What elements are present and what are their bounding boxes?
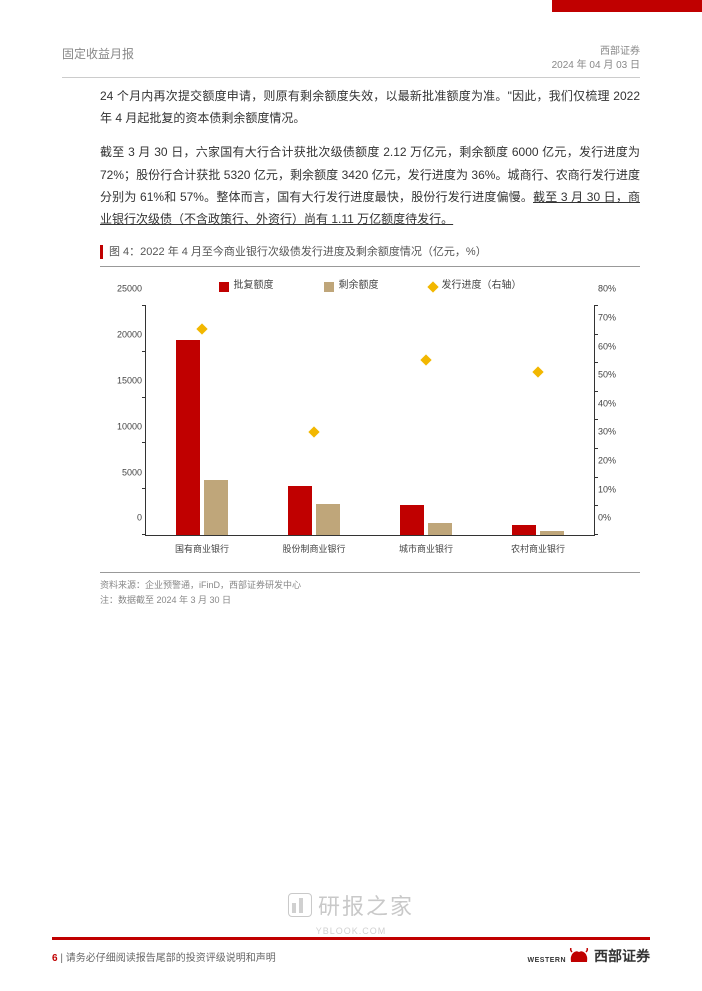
chart-title: 图 4：2022 年 4 月至今商业银行次级债发行进度及剩余额度情况（亿元，%） bbox=[109, 242, 487, 262]
y-right-tick bbox=[594, 305, 598, 306]
logo-chinese: 西部证券 bbox=[594, 946, 650, 966]
y-right-tick bbox=[594, 419, 598, 420]
header-company: 西部证券 bbox=[552, 45, 640, 59]
bar-approved bbox=[176, 340, 200, 535]
chart-title-underline bbox=[100, 266, 640, 267]
watermark-text: 研报之家 bbox=[318, 889, 414, 921]
x-axis-label: 股份制商业银行 bbox=[258, 541, 370, 558]
chart-note: 注：数据截至 2024 年 3 月 30 日 bbox=[100, 593, 640, 607]
main-content: 24 个月内再次提交额度申请，则原有剩余额度失效，以最新批准额度为准。"因此，我… bbox=[100, 85, 640, 607]
y-right-tick bbox=[594, 534, 598, 535]
y-right-tick bbox=[594, 477, 598, 478]
point-progress bbox=[308, 426, 319, 437]
bar-approved bbox=[512, 525, 536, 535]
header-meta: 西部证券 2024 年 04 月 03 日 bbox=[552, 45, 640, 73]
chart-legend: 批复额度 剩余额度 发行进度（右轴） bbox=[145, 277, 595, 296]
page-header: 固定收益月报 西部证券 2024 年 04 月 03 日 bbox=[62, 45, 640, 78]
watermark-sub: YBLOOK.COM bbox=[316, 926, 387, 936]
legend-diamond-progress bbox=[427, 281, 438, 292]
bar-approved bbox=[400, 505, 424, 535]
y-left-tick bbox=[142, 534, 146, 535]
legend-label-remaining: 剩余额度 bbox=[339, 277, 379, 296]
y-right-label: 70% bbox=[594, 310, 616, 327]
y-right-label: 60% bbox=[594, 338, 616, 355]
chart-title-accent bbox=[100, 245, 103, 259]
y-left-tick bbox=[142, 305, 146, 306]
footer-left: 6 | 请务必仔细阅读报告尾部的投资评级说明和声明 bbox=[52, 949, 276, 964]
legend-item-progress: 发行进度（右轴） bbox=[429, 277, 522, 296]
y-right-tick bbox=[594, 448, 598, 449]
y-right-tick bbox=[594, 362, 598, 363]
y-left-label: 15000 bbox=[117, 373, 146, 390]
y-left-tick bbox=[142, 351, 146, 352]
y-left-label: 25000 bbox=[117, 281, 146, 298]
legend-item-remaining: 剩余额度 bbox=[324, 277, 379, 296]
y-right-label: 50% bbox=[594, 367, 616, 384]
point-progress bbox=[420, 355, 431, 366]
footer-separator: | bbox=[58, 953, 66, 964]
y-left-label: 10000 bbox=[117, 418, 146, 435]
chart-container: 批复额度 剩余额度 发行进度（右轴） 国有商业银行股份制商业银行城市商业银行农村… bbox=[145, 277, 595, 557]
legend-label-progress: 发行进度（右轴） bbox=[442, 277, 522, 296]
paragraph-1: 24 个月内再次提交额度申请，则原有剩余额度失效，以最新批准额度为准。"因此，我… bbox=[100, 85, 640, 129]
x-axis-label: 国有商业银行 bbox=[146, 541, 258, 558]
x-axis-label: 农村商业银行 bbox=[482, 541, 594, 558]
logo-english: WESTERN bbox=[528, 957, 567, 964]
y-right-tick bbox=[594, 505, 598, 506]
top-accent-bar bbox=[552, 0, 702, 12]
y-left-label: 5000 bbox=[122, 464, 146, 481]
point-progress bbox=[196, 323, 207, 334]
x-axis-label: 城市商业银行 bbox=[370, 541, 482, 558]
page-footer: 6 | 请务必仔细阅读报告尾部的投资评级说明和声明 WESTERN 西部证券 bbox=[52, 937, 650, 966]
logo-block: WESTERN bbox=[528, 948, 591, 964]
watermark-icon bbox=[288, 893, 312, 917]
y-left-label: 0 bbox=[137, 510, 146, 527]
bull-icon bbox=[568, 948, 590, 964]
y-left-tick bbox=[142, 397, 146, 398]
y-right-label: 20% bbox=[594, 453, 616, 470]
x-axis-labels: 国有商业银行股份制商业银行城市商业银行农村商业银行 bbox=[146, 535, 594, 558]
y-right-label: 30% bbox=[594, 424, 616, 441]
paragraph-2: 截至 3 月 30 日，六家国有大行合计获批次级债额度 2.12 万亿元，剩余额… bbox=[100, 141, 640, 230]
y-left-label: 20000 bbox=[117, 327, 146, 344]
bar-approved bbox=[288, 486, 312, 535]
chart-source: 资料来源：企业预警通，iFinD，西部证券研发中心 bbox=[100, 578, 640, 592]
chart-title-bar: 图 4：2022 年 4 月至今商业银行次级债发行进度及剩余额度情况（亿元，%） bbox=[100, 242, 640, 262]
y-right-tick bbox=[594, 334, 598, 335]
legend-box-remaining bbox=[324, 282, 334, 292]
legend-item-approved: 批复额度 bbox=[219, 277, 274, 296]
y-left-tick bbox=[142, 488, 146, 489]
bar-remaining bbox=[428, 523, 452, 535]
y-right-label: 10% bbox=[594, 481, 616, 498]
header-date: 2024 年 04 月 03 日 bbox=[552, 59, 640, 73]
bar-remaining bbox=[204, 480, 228, 535]
legend-box-approved bbox=[219, 282, 229, 292]
chart-source-section: 资料来源：企业预警通，iFinD，西部证券研发中心 注：数据截至 2024 年 … bbox=[100, 572, 640, 607]
y-right-label: 80% bbox=[594, 281, 616, 298]
footer-logo: WESTERN 西部证券 bbox=[528, 946, 651, 966]
header-title: 固定收益月报 bbox=[62, 45, 134, 62]
bar-remaining bbox=[540, 531, 564, 535]
y-left-tick bbox=[142, 442, 146, 443]
point-progress bbox=[532, 366, 543, 377]
legend-label-approved: 批复额度 bbox=[234, 277, 274, 296]
y-right-tick bbox=[594, 391, 598, 392]
footer-disclaimer: 请务必仔细阅读报告尾部的投资评级说明和声明 bbox=[66, 953, 276, 964]
bar-remaining bbox=[316, 504, 340, 535]
chart-plot: 国有商业银行股份制商业银行城市商业银行农村商业银行 05000100001500… bbox=[145, 306, 595, 536]
y-right-label: 40% bbox=[594, 396, 616, 413]
y-right-label: 0% bbox=[594, 510, 611, 527]
watermark: 研报之家 bbox=[288, 889, 414, 921]
